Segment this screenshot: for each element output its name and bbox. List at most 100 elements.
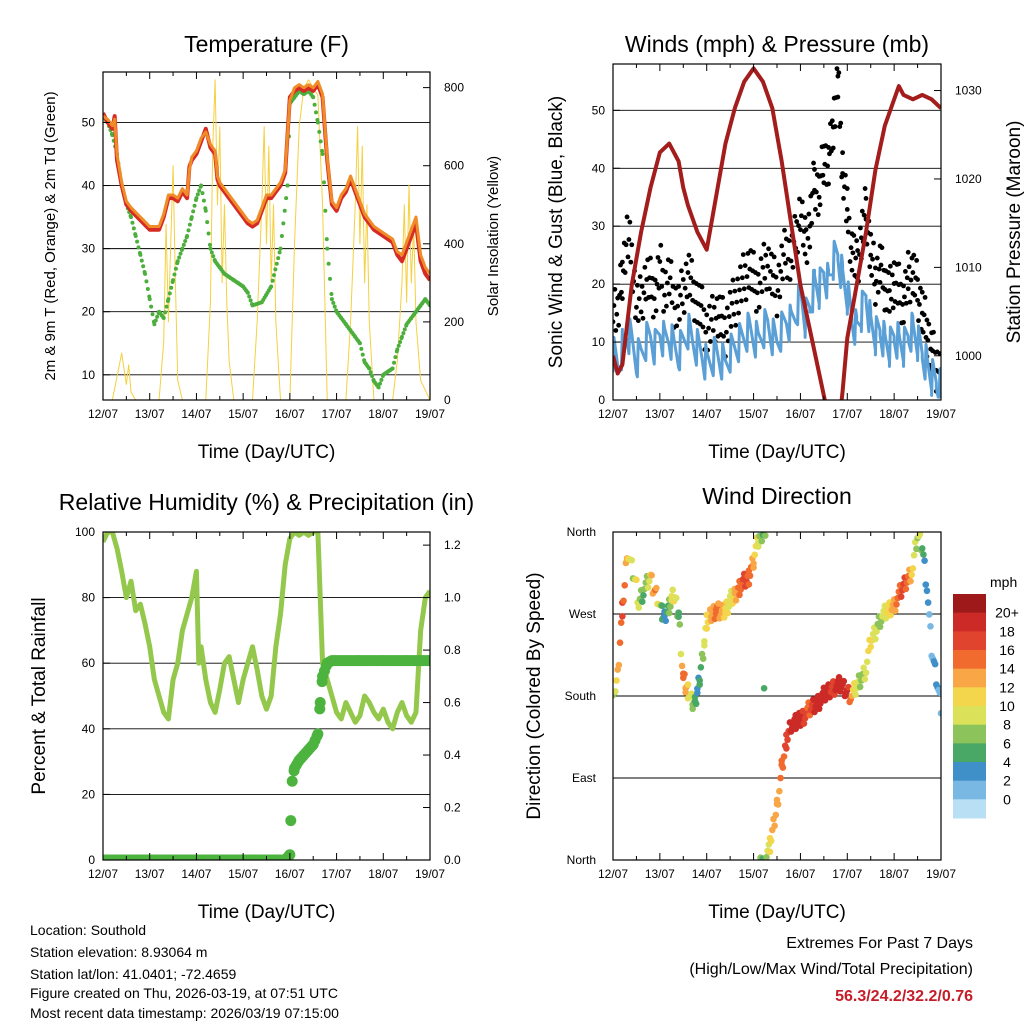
gust-point: [786, 238, 792, 244]
dewpoint-point: [143, 271, 148, 276]
dewpoint-point: [281, 221, 286, 226]
direction-point: [736, 591, 743, 599]
x-tick-label: 14/07: [181, 867, 211, 881]
colorbar-label: 4: [1003, 754, 1011, 770]
y-tick-label: 40: [82, 179, 96, 193]
gust-point: [675, 303, 681, 309]
dewpoint-point: [368, 370, 373, 375]
colorbar-swatch: [953, 687, 986, 707]
direction-point: [737, 586, 744, 593]
dewpoint-point: [166, 297, 171, 302]
y-tick-label: East: [572, 771, 597, 785]
dewpoint-point: [270, 278, 275, 283]
x-tick-label: 17/07: [832, 867, 862, 881]
direction-point: [696, 677, 703, 684]
direction-point: [863, 658, 871, 666]
gust-point: [869, 273, 875, 278]
dewpoint-point: [138, 252, 143, 257]
dewpoint-point: [208, 246, 213, 251]
gust-point: [887, 308, 892, 314]
gust-point: [698, 303, 704, 308]
dewpoint-point: [177, 255, 182, 260]
y-axis-label: 2m & 9m T (Red, Orange) & 2m Td (Green): [42, 91, 59, 380]
colorbar-swatch: [953, 762, 986, 782]
dewpoint-point: [130, 220, 135, 225]
dewpoint-point: [131, 226, 136, 231]
direction-point: [902, 585, 910, 593]
y-tick-label: 20: [592, 277, 606, 291]
gust-point: [751, 249, 756, 255]
gust-point: [771, 254, 777, 260]
gust-point: [667, 275, 673, 281]
direction-point: [667, 603, 674, 611]
gust-point: [911, 252, 917, 258]
direction-point: [777, 774, 784, 782]
gust-point: [613, 328, 619, 333]
y-right-tick-label: 400: [444, 237, 464, 251]
gust-point: [780, 276, 786, 282]
gust-point: [796, 223, 801, 229]
gust-point: [680, 277, 686, 282]
direction-point: [783, 745, 790, 752]
colorbar-swatch: [953, 631, 986, 651]
gust-point: [826, 181, 831, 187]
gust-point: [613, 286, 618, 292]
dewpoint-point: [396, 343, 401, 348]
y-right-axis-label: Solar Insolation (Yellow): [485, 156, 502, 316]
gust-point: [904, 275, 910, 281]
y-tick-label: North: [567, 525, 596, 539]
dewpoint-point: [285, 183, 290, 188]
direction-point: [766, 848, 774, 856]
direction-point: [910, 551, 918, 559]
x-tick-label: 12/07: [598, 407, 628, 421]
y-right-tick-label: 1000: [955, 349, 982, 363]
gust-point: [887, 263, 893, 269]
dewpoint-point: [332, 304, 337, 309]
direction-point: [811, 708, 818, 716]
direction-point: [772, 811, 780, 819]
direction-point: [867, 643, 875, 651]
direction-point: [746, 572, 754, 580]
precip-point: [314, 697, 326, 709]
direction-point: [861, 675, 869, 683]
gust-point: [636, 296, 642, 302]
dewpoint-point: [139, 258, 144, 263]
gust-point: [768, 268, 773, 274]
y-right-tick-label: 1.0: [444, 591, 461, 605]
dewpoint-point: [317, 129, 322, 134]
gust-point: [901, 283, 906, 289]
gust-point: [848, 245, 854, 251]
dewpoint-point: [328, 276, 333, 281]
direction-point: [613, 688, 619, 695]
direction-point: [635, 604, 643, 611]
gust-point: [625, 254, 631, 260]
dewpoint-point: [129, 215, 134, 220]
gust-point: [783, 260, 788, 266]
x-tick-label: 16/07: [785, 867, 815, 881]
y-tick-label: 10: [82, 368, 96, 382]
gust-point: [669, 300, 675, 306]
gust-point: [766, 246, 771, 252]
dewpoint-point: [276, 256, 281, 261]
dewpoint-point: [370, 374, 375, 379]
series-sonic-wind: [613, 239, 941, 399]
gust-point: [931, 329, 936, 335]
y-tick-label: 80: [82, 591, 96, 605]
direction-point: [745, 581, 753, 588]
direction-point: [893, 601, 900, 608]
dewpoint-point: [279, 234, 284, 238]
direction-point: [615, 661, 623, 669]
dewpoint-point: [379, 377, 384, 382]
dewpoint-point: [321, 180, 326, 185]
dewpoint-point: [402, 327, 407, 332]
plot-area: [613, 66, 941, 400]
direction-point: [638, 598, 646, 605]
gust-point: [709, 317, 714, 322]
direction-point: [916, 532, 924, 538]
gust-point: [846, 215, 852, 221]
direction-point: [909, 565, 917, 572]
gust-point: [926, 321, 932, 327]
gust-point: [870, 256, 875, 262]
gust-point: [776, 262, 782, 268]
colorbar-label: 18: [999, 623, 1015, 639]
